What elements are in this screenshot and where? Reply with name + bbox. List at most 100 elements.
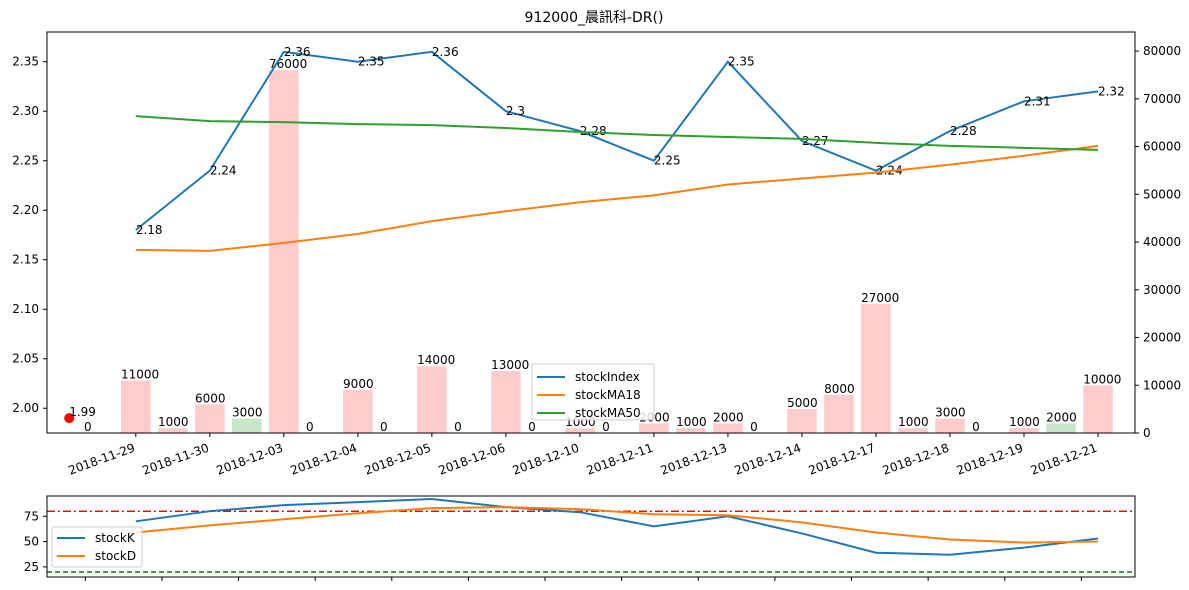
volume-bar (343, 390, 373, 433)
x-tick-label: 2018-12-17 (807, 441, 877, 478)
value-label: 2.36 (432, 45, 459, 59)
volume-label: 1000 (676, 415, 707, 429)
volume-label: 14000 (417, 353, 455, 367)
volume-bar (935, 418, 965, 433)
x-tick-label: 2018-12-10 (511, 441, 581, 478)
x-tick-label: 2018-12-13 (659, 441, 729, 478)
volume-bar (565, 428, 595, 433)
x-tick-label: 2018-11-29 (67, 441, 137, 478)
volume-bar (861, 304, 891, 433)
value-label: 2.24 (210, 164, 237, 178)
value-label: 2.28 (950, 124, 977, 138)
y-left-tick-label: 2.30 (12, 104, 39, 118)
sub-plot-frame (46, 495, 1136, 578)
y-left-tick-label: 2.15 (12, 253, 39, 267)
volume-label: 6000 (195, 391, 226, 405)
volume-bar (639, 423, 669, 433)
volume-label: 1000 (158, 415, 189, 429)
volume-label: 3000 (935, 406, 966, 420)
x-tick-label: 2018-12-04 (289, 441, 359, 478)
y-right-tick-label: 80000 (1143, 44, 1181, 58)
volume-bar (121, 380, 151, 433)
sub-legend-label: stockK (95, 531, 136, 545)
volume-bar (1009, 428, 1039, 433)
y-right-tick-label: 50000 (1143, 187, 1181, 201)
volume-label: 1000 (898, 415, 929, 429)
sub-y-tick-label: 75 (24, 509, 39, 523)
y-right-tick-label: 10000 (1143, 378, 1181, 392)
value-label: 2.35 (358, 55, 385, 69)
marker-point (64, 413, 75, 424)
sub-y-tick-label: 25 (24, 560, 39, 574)
volume-label: 0 (454, 420, 462, 434)
value-label: 2.31 (1024, 94, 1051, 108)
volume-label: 1000 (1009, 415, 1040, 429)
volume-label: 8000 (824, 382, 855, 396)
x-tick-label: 2018-11-30 (141, 441, 211, 478)
y-left-tick-label: 2.35 (12, 55, 39, 69)
kd-chart: 25 50 75 stockK stockD (24, 495, 1136, 581)
x-tick-label: 2018-12-03 (215, 441, 285, 478)
volume-label: 0 (306, 420, 314, 434)
volume-label: 0 (528, 420, 536, 434)
x-tick-label: 2018-12-06 (437, 441, 507, 478)
volume-bar (1083, 385, 1113, 433)
sub-legend-label: stockD (95, 549, 136, 563)
value-label: 2.27 (802, 134, 829, 148)
y-left-tick-label: 2.25 (12, 154, 39, 168)
value-label: 2.36 (284, 45, 311, 59)
volume-bar (158, 428, 188, 433)
main-chart: 0 11000 1000 6000 3000 76000 0 9000 0 14000 0 13000… (12, 31, 1181, 478)
y-left-tick-label: 2.10 (12, 302, 39, 316)
volume-label: 3000 (232, 406, 263, 420)
value-label: 2.35 (728, 55, 755, 69)
volume-label: 0 (84, 420, 92, 434)
y-left-tick-label: 2.05 (12, 352, 39, 366)
series-line-stockD (135, 506, 1099, 544)
series-line-stockMA50 (135, 115, 1099, 151)
value-label: 2.25 (654, 154, 681, 168)
y-right-tick-label: 60000 (1143, 140, 1181, 154)
volume-label: 0 (972, 420, 980, 434)
volume-bar (232, 418, 262, 433)
y-right-tick-label: 70000 (1143, 92, 1181, 106)
value-label: 2.18 (136, 223, 163, 237)
chart-title: 912000_晨訊科-DR() (525, 10, 664, 26)
series-line-stockK (135, 498, 1099, 556)
volume-label: 76000 (269, 57, 307, 71)
volume-label: 11000 (121, 367, 159, 381)
volume-label: 27000 (861, 291, 899, 305)
x-tick-label: 2018-12-11 (585, 441, 655, 478)
y-right-tick-label: 40000 (1143, 235, 1181, 249)
y-right-tick-label: 0 (1143, 426, 1151, 440)
x-tick-label: 2018-12-21 (1029, 441, 1099, 478)
volume-label: 2000 (713, 410, 744, 424)
volume-bar (898, 428, 928, 433)
volume-label: 5000 (787, 396, 818, 410)
volume-label: 0 (602, 420, 610, 434)
volume-bar (1046, 423, 1076, 433)
x-tick-label: 2018-12-14 (733, 441, 803, 478)
volume-bar (195, 404, 225, 433)
volume-label: 10000 (1083, 372, 1121, 386)
volume-label: 9000 (343, 377, 374, 391)
volume-bar (713, 423, 743, 433)
x-tick-label: 2018-12-19 (955, 441, 1025, 478)
volume-label: 13000 (491, 358, 529, 372)
volume-bar (787, 409, 817, 433)
volume-label: 0 (380, 420, 388, 434)
marker-label: 1.99 (69, 405, 96, 419)
volume-bar (417, 366, 447, 433)
plot-frame (46, 31, 1136, 434)
x-tick-label: 2018-12-18 (881, 441, 951, 478)
volume-bar (676, 428, 706, 433)
volume-label: 0 (750, 420, 758, 434)
volume-label: 2000 (1046, 410, 1077, 424)
legend-label: stockMA18 (575, 388, 641, 402)
y-right-tick-label: 20000 (1143, 331, 1181, 345)
series-line-stockMA18 (135, 144, 1099, 252)
legend-label: stockIndex (575, 370, 640, 384)
y-right-tick-label: 30000 (1143, 283, 1181, 297)
legend-label: stockMA50 (575, 406, 641, 420)
